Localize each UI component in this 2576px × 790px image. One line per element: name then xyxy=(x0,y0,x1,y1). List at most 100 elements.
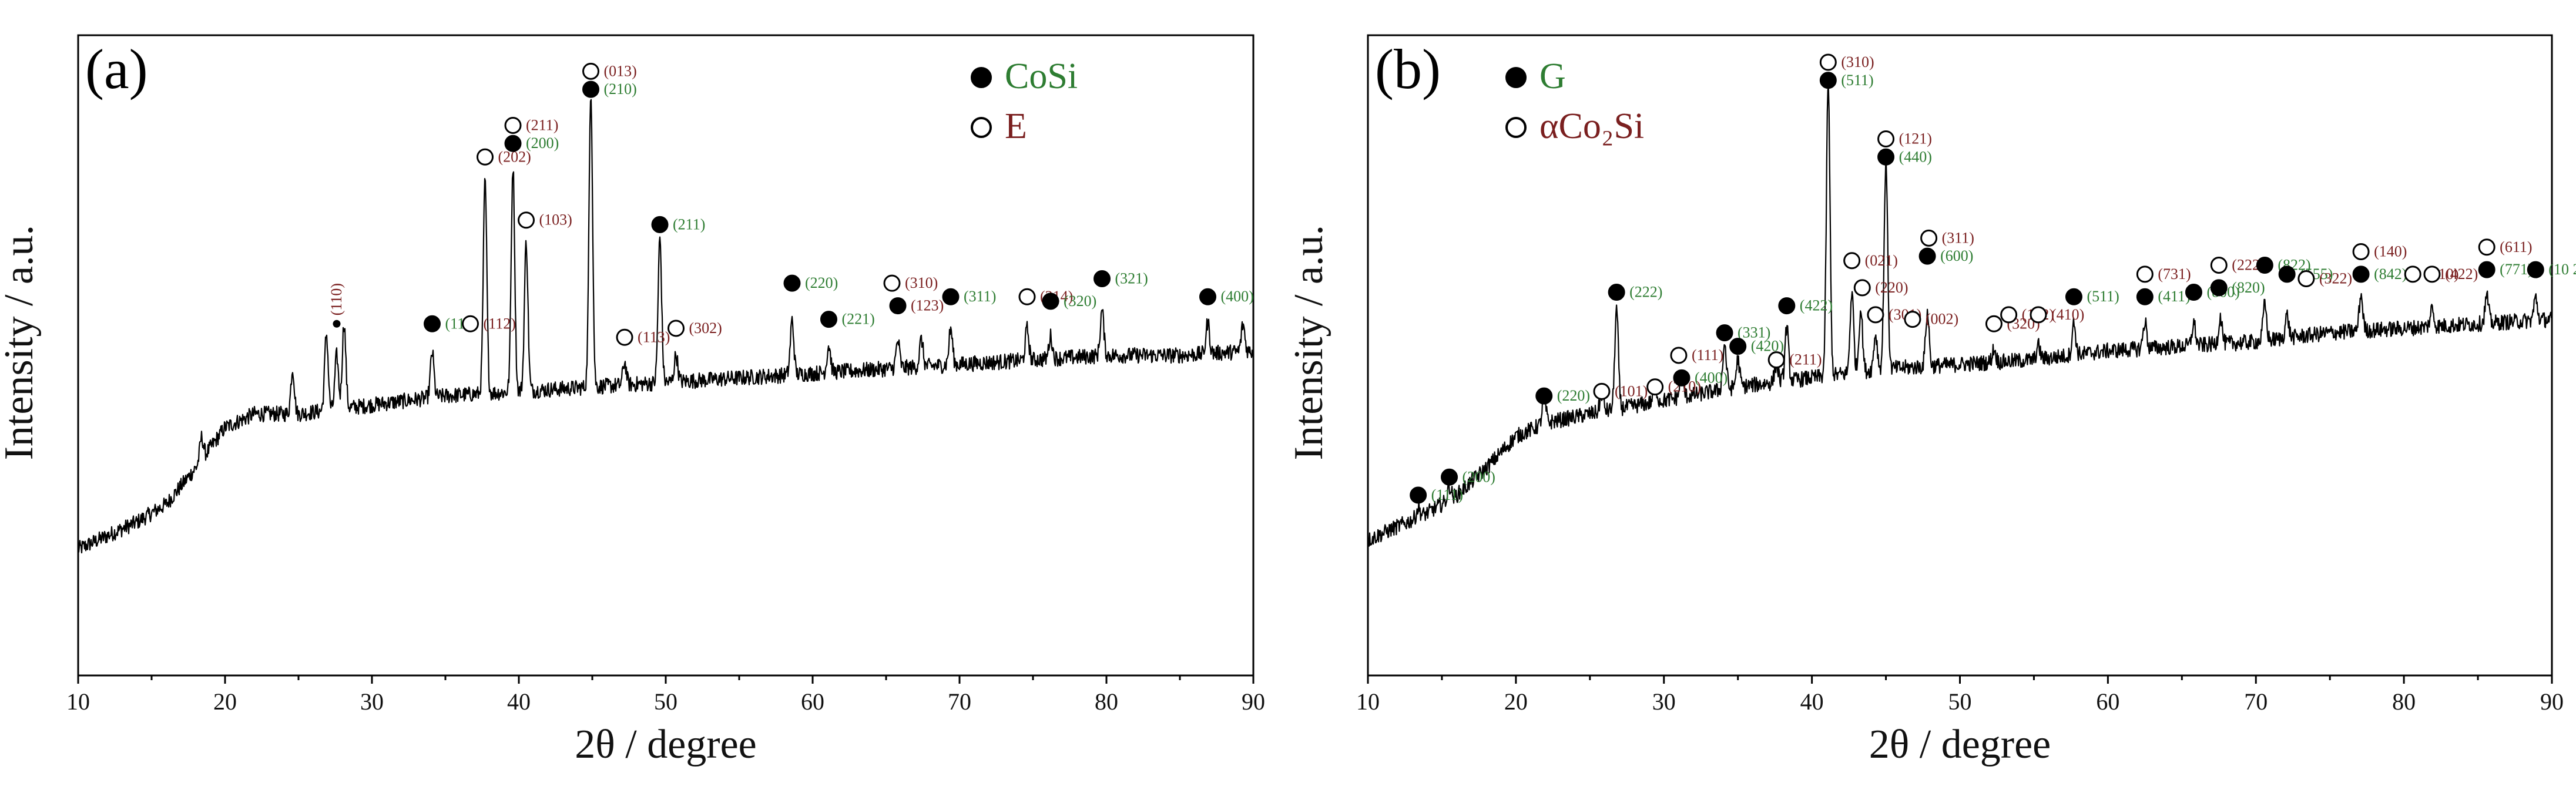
peak-label: (321) xyxy=(1115,270,1148,287)
x-tick-label: 70 xyxy=(948,688,971,715)
peak-label: (222) xyxy=(1629,284,1662,301)
peak-marker-open xyxy=(2000,306,2018,324)
peak-marker-open xyxy=(1819,53,1837,71)
x-axis-title: 2θ / degree xyxy=(575,722,757,767)
peak-marker-open xyxy=(2297,270,2315,288)
peak-label: (842) xyxy=(2374,265,2407,283)
peak-label: (411) xyxy=(2158,288,2190,305)
x-tick-label: 80 xyxy=(1095,688,1118,715)
peak-marker-filled xyxy=(1535,387,1553,405)
legend-marker-open xyxy=(1505,117,1527,138)
legend-label: CoSi xyxy=(1005,56,1078,96)
peak-marker-filled xyxy=(2478,261,2496,278)
peak-marker-filled xyxy=(2185,284,2202,301)
peak-marker-filled xyxy=(2278,265,2296,283)
chart-panel-a: 10 20 30 40 50 60 70 80 90 2θ / degree Intensity /… xyxy=(0,34,1265,767)
peak-marker-filled xyxy=(1673,369,1690,386)
x-tick-label: 60 xyxy=(2096,688,2119,715)
peak-label: (121) xyxy=(1899,130,1932,147)
peak-marker-filled xyxy=(820,311,837,328)
peak-label: (140) xyxy=(2374,243,2407,260)
peak-label: (611) xyxy=(2500,238,2532,256)
x-tick-label: 50 xyxy=(654,688,677,715)
panel-label: (a) xyxy=(85,38,148,100)
peak-label: (400) xyxy=(1221,288,1254,305)
peak-label: (422) xyxy=(2445,265,2478,283)
peak-marker-filled xyxy=(1918,247,1936,265)
peak-label: (211) xyxy=(1789,351,1822,368)
peak-marker-open xyxy=(1853,279,1871,297)
peak-label: (103) xyxy=(539,211,572,228)
x-tick-label: 60 xyxy=(801,688,824,715)
peak-label: (101) xyxy=(1615,382,1648,399)
peak-marker-filled xyxy=(2136,288,2154,305)
peak-label: (002) xyxy=(1926,311,1958,328)
peak-marker-filled xyxy=(1729,338,1747,355)
peak-marker-open xyxy=(2404,265,2421,283)
x-tick-label: 50 xyxy=(1948,688,1972,715)
peak-marker-filled xyxy=(1877,148,1895,166)
x-tick-label: 30 xyxy=(360,688,384,715)
x-tick-label: 90 xyxy=(2540,688,2564,715)
peak-marker-filled xyxy=(2256,256,2273,274)
peak-label: (310) xyxy=(1841,53,1874,70)
peak-label: (731) xyxy=(2158,265,2191,283)
x-axis-title: 2θ / degree xyxy=(1869,722,2051,767)
peak-marker-filled xyxy=(2527,261,2544,278)
peak-marker-open xyxy=(1018,288,1036,305)
peak-label: (111) xyxy=(1431,486,1463,503)
legend-marker-open xyxy=(971,117,992,138)
peak-marker-open xyxy=(1867,306,1884,324)
peak-marker-filled xyxy=(651,216,669,233)
peak-marker-open xyxy=(1646,378,1664,396)
peak-marker-open xyxy=(2352,243,2370,260)
peak-marker-filled xyxy=(889,297,907,315)
peak-label: (220) xyxy=(1557,387,1590,404)
x-tick-label: 70 xyxy=(2244,688,2268,715)
peak-label: (322) xyxy=(2319,270,2352,287)
peak-marker-open xyxy=(582,62,599,80)
peak-label: (211) xyxy=(526,117,558,134)
peak-label: (113) xyxy=(638,328,670,345)
x-tick-label: 10 xyxy=(66,688,90,715)
y-axis-title: Intensity / a.u. xyxy=(1286,225,1331,460)
peak-marker-filled xyxy=(2352,265,2370,283)
legend-label: E xyxy=(1005,106,1027,146)
peak-label: (013) xyxy=(604,62,637,79)
x-tick-label: 80 xyxy=(2392,688,2416,715)
x-tick-label: 90 xyxy=(1242,688,1265,715)
peak-label: (310) xyxy=(905,274,938,291)
peak-label: (123) xyxy=(911,297,944,314)
peak-marker-open xyxy=(504,117,522,135)
peak-label: (311) xyxy=(1942,229,1974,246)
peak-label: (331) xyxy=(1738,324,1770,341)
peak-label: (211) xyxy=(673,216,705,233)
peak-marker-open xyxy=(2210,256,2228,274)
x-tick-label: 30 xyxy=(1652,688,1676,715)
xrd-trace xyxy=(77,99,1255,554)
peak-label: (600) xyxy=(1940,247,1973,264)
peak-marker-open xyxy=(2030,306,2047,324)
peak-marker-open xyxy=(477,148,494,166)
peak-label: (440) xyxy=(1899,148,1932,165)
peak-label: (220) xyxy=(1875,279,1908,296)
legend-marker-filled xyxy=(1505,67,1527,88)
x-tick-label: 20 xyxy=(213,688,237,715)
peak-marker-open xyxy=(668,320,685,337)
peak-label: (511) xyxy=(2087,288,2119,305)
peak-label: (110) xyxy=(328,283,345,315)
peak-marker-filled xyxy=(582,80,599,98)
peak-label: (200) xyxy=(1463,468,1495,485)
peak-marker-open xyxy=(2423,265,2441,283)
panel-label: (b) xyxy=(1375,38,1441,100)
peak-marker-filled xyxy=(2065,288,2082,305)
legend-label: αCo₂Si xyxy=(1539,106,1644,146)
peak-marker-filled xyxy=(1199,288,1216,305)
peak-marker-filled xyxy=(1441,468,1458,486)
peak-marker-filled xyxy=(1608,284,1625,301)
peak-label: (302) xyxy=(689,320,722,337)
peak-marker-filled xyxy=(424,315,441,332)
peak-marker-open xyxy=(1767,351,1785,369)
peak-marker-filled xyxy=(942,288,960,305)
peak-marker-open xyxy=(2136,265,2154,283)
